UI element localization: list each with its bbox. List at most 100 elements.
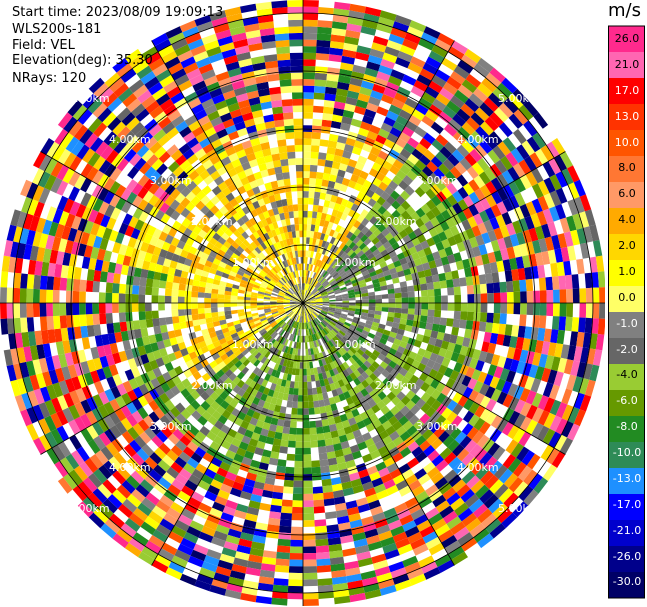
ppi-gate	[264, 120, 276, 129]
ppi-gate	[298, 298, 303, 303]
ppi-gate	[475, 126, 489, 140]
ppi-gate	[378, 430, 390, 440]
ppi-gate	[293, 118, 303, 126]
ppi-gate	[309, 297, 316, 301]
ppi-gate	[104, 388, 116, 402]
ppi-gate	[306, 277, 309, 284]
ppi-gate	[280, 439, 289, 448]
ppi-gate	[400, 220, 410, 230]
range-ring-label: 3.00km	[416, 420, 458, 433]
ppi-gate	[324, 335, 331, 342]
ppi-gate	[264, 309, 272, 314]
ppi-gate	[324, 357, 330, 365]
ppi-gate	[250, 493, 262, 503]
ppi-gate	[474, 392, 485, 406]
ppi-gate	[270, 307, 278, 310]
ppi-gate	[0, 318, 9, 335]
ppi-gate	[14, 394, 27, 412]
ppi-gate	[338, 163, 348, 172]
ppi-gate	[376, 365, 385, 374]
ppi-gate	[352, 385, 361, 395]
ppi-gate	[525, 419, 538, 435]
ppi-gate	[225, 534, 240, 545]
ppi-gate	[192, 175, 204, 186]
ppi-gate	[421, 296, 429, 303]
ppi-gate	[150, 254, 159, 264]
ppi-gate	[164, 399, 175, 411]
ppi-gate	[447, 154, 460, 167]
ppi-gate	[209, 584, 227, 596]
ppi-gate	[525, 390, 537, 405]
ppi-gate	[310, 313, 316, 319]
ppi-gate	[168, 227, 178, 238]
ppi-gate	[373, 286, 382, 292]
ppi-gate	[363, 237, 372, 246]
ppi-gate	[261, 41, 277, 50]
ppi-gate	[244, 146, 255, 156]
ppi-gate	[345, 223, 354, 232]
ppi-gate	[376, 106, 389, 117]
ppi-gate	[380, 122, 393, 133]
ppi-gate	[279, 337, 286, 345]
ppi-gate	[194, 268, 203, 276]
ppi-gate	[322, 298, 330, 301]
ppi-gate	[322, 297, 329, 300]
ppi-gate	[67, 100, 83, 117]
ppi-gate	[419, 440, 431, 452]
ppi-gate	[355, 462, 367, 473]
ppi-gate	[516, 231, 526, 245]
ppi-gate	[177, 50, 194, 63]
ppi-gate	[474, 484, 490, 499]
ppi-gate	[164, 234, 174, 245]
ppi-gate	[200, 214, 210, 225]
ppi-gate	[127, 166, 140, 180]
ppi-gate	[510, 442, 524, 458]
ppi-gate	[436, 331, 445, 341]
ppi-gate	[120, 417, 133, 431]
ppi-gate	[73, 124, 88, 141]
ppi-gate	[469, 523, 486, 538]
colorbar-swatch	[608, 260, 645, 287]
ppi-gate	[61, 225, 72, 240]
ppi-gate	[322, 319, 329, 325]
ppi-gate	[309, 298, 316, 302]
ppi-gate	[223, 268, 231, 275]
ppi-gate	[484, 135, 498, 150]
ppi-gate	[317, 584, 334, 593]
ppi-gate	[166, 449, 179, 462]
ppi-gate	[385, 195, 396, 206]
ppi-gate	[149, 423, 161, 436]
ppi-gate	[177, 170, 189, 182]
ppi-gate	[382, 160, 393, 171]
ppi-gate	[295, 308, 300, 314]
ppi-gate	[507, 93, 524, 110]
ppi-gate	[109, 398, 121, 412]
ppi-gate	[223, 331, 231, 338]
ppi-gate	[493, 366, 504, 379]
ppi-gate	[267, 262, 274, 269]
ppi-gate	[316, 299, 323, 302]
ppi-gate	[396, 345, 406, 354]
ppi-gate	[242, 16, 259, 26]
ppi-gate	[246, 408, 255, 418]
ppi-gate	[248, 158, 259, 168]
ppi-gate	[223, 210, 233, 220]
ppi-gate	[303, 177, 310, 185]
ppi-gate	[484, 386, 496, 399]
ppi-gate	[201, 270, 209, 278]
ppi-gate	[305, 250, 309, 258]
ppi-gate	[333, 274, 341, 280]
ppi-gate	[225, 61, 240, 72]
ppi-gate	[86, 424, 99, 440]
ppi-gate	[309, 341, 313, 349]
ppi-gate	[382, 329, 391, 336]
ppi-gate	[567, 199, 579, 216]
ppi-gate	[332, 582, 349, 592]
ppi-gate	[262, 401, 271, 410]
ppi-gate	[224, 6, 242, 17]
ppi-gate	[260, 282, 268, 287]
ppi-gate	[464, 267, 473, 278]
ppi-gate	[487, 149, 501, 164]
ppi-gate	[260, 407, 269, 416]
ppi-gate	[158, 44, 175, 58]
